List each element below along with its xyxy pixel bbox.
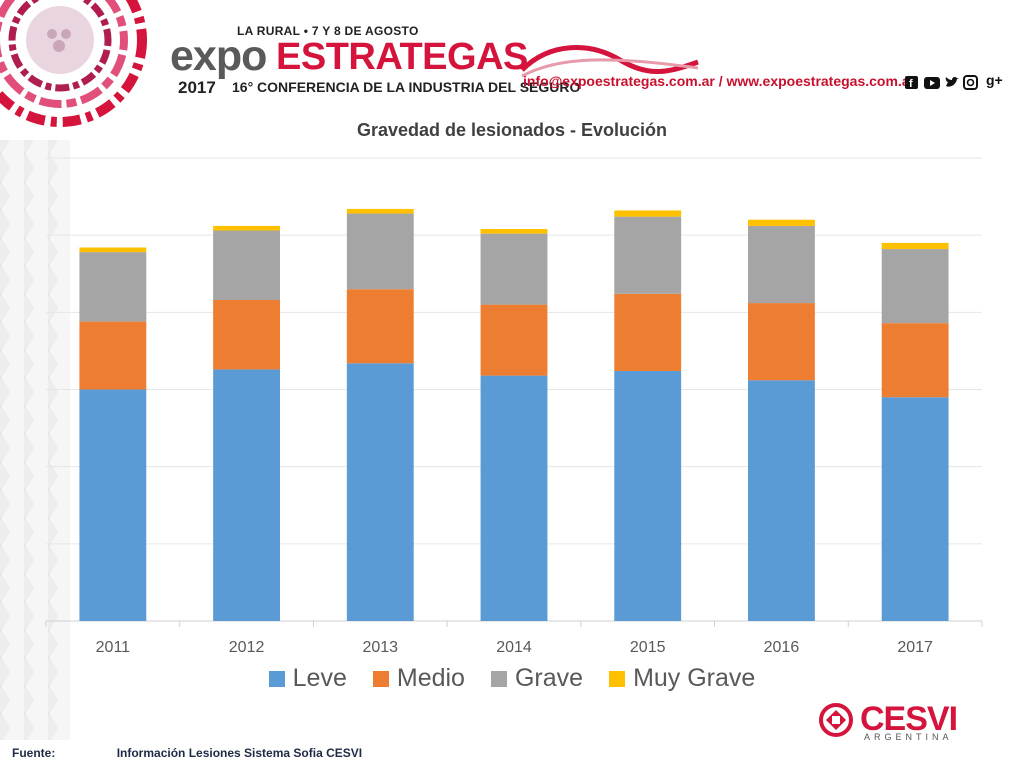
source-label: Fuente: xyxy=(12,746,56,760)
x-tick-label: 2015 xyxy=(630,639,666,656)
bar-grave-2013 xyxy=(346,213,414,290)
chart-legend: Leve Medio Grave Muy Grave xyxy=(0,664,1024,693)
bar-muy-grave-2016 xyxy=(748,219,815,226)
bar-muy-grave-2017 xyxy=(881,242,949,250)
conference-title: 16° CONFERENCIA DE LA INDUSTRIA DEL SEGU… xyxy=(232,79,581,95)
bar-muy-grave-2012 xyxy=(213,225,280,231)
bar-muy-grave-2011 xyxy=(79,247,147,253)
cesvi-emblem-icon xyxy=(819,703,853,737)
legend-label-medio: Medio xyxy=(396,664,465,692)
legend-item-grave: Grave xyxy=(490,664,584,693)
legend-item-medio: Medio xyxy=(372,664,465,693)
bar-medio-2011 xyxy=(79,321,147,390)
cesvi-name: CESVI xyxy=(860,700,958,738)
legend-item-muy-grave: Muy Grave xyxy=(609,664,755,693)
bar-leve-2014 xyxy=(480,375,548,621)
bar-muy-grave-2014 xyxy=(480,228,548,234)
twitter-icon xyxy=(945,76,959,87)
legend-swatch-leve xyxy=(268,670,285,687)
event-year: 2017 xyxy=(178,78,216,97)
header-banner: LA RURAL • 7 Y 8 DE AGOSTO expo ESTRATEG… xyxy=(0,0,1024,127)
bar-leve-2016 xyxy=(748,380,815,621)
legend-label-muy-grave: Muy Grave xyxy=(633,664,756,692)
contact-info-link[interactable]: info@expoestrategas.com.ar / www.expoest… xyxy=(523,73,916,89)
bar-medio-2012 xyxy=(213,299,280,370)
x-tick-label: 2013 xyxy=(362,639,398,656)
bar-leve-2013 xyxy=(346,363,414,621)
bar-grave-2014 xyxy=(480,233,548,305)
x-tick-label: 2017 xyxy=(897,639,933,656)
brand-expo-text: expo xyxy=(170,32,267,80)
bar-grave-2017 xyxy=(881,249,949,324)
instagram-icon xyxy=(963,75,978,90)
bar-leve-2011 xyxy=(79,389,147,621)
google-plus-icon[interactable]: g+ xyxy=(986,72,1003,88)
bar-medio-2013 xyxy=(346,289,414,364)
bar-leve-2012 xyxy=(213,369,280,621)
x-tick-label: 2014 xyxy=(496,639,532,656)
cesvi-logo: CESVI ARGENTINA xyxy=(818,700,983,744)
facebook-icon xyxy=(905,76,918,89)
x-tick-label: 2011 xyxy=(96,639,131,656)
social-icons-group: f xyxy=(905,75,978,90)
legend-item-leve: Leve xyxy=(268,664,347,693)
source-text: Información Lesiones Sistema Sofia CESVI xyxy=(116,746,363,760)
bar-leve-2017 xyxy=(881,397,949,621)
legend-swatch-muy-grave xyxy=(609,670,626,687)
legend-swatch-medio xyxy=(372,670,389,687)
source-footer: Fuente: Información Lesiones Sistema Sof… xyxy=(12,746,362,760)
svg-text:f: f xyxy=(909,78,913,90)
bar-leve-2015 xyxy=(614,370,682,621)
bar-muy-grave-2013 xyxy=(346,208,414,214)
cesvi-country: ARGENTINA xyxy=(864,732,953,742)
bar-grave-2012 xyxy=(213,230,280,300)
bar-grave-2011 xyxy=(79,252,147,322)
x-tick-label: 2016 xyxy=(764,639,800,656)
left-hexagon-texture xyxy=(0,140,70,740)
event-venue-date: LA RURAL • 7 Y 8 DE AGOSTO xyxy=(237,24,419,38)
bar-medio-2014 xyxy=(480,304,548,376)
expo-logo-circle-icon xyxy=(0,0,147,127)
bar-medio-2017 xyxy=(881,323,949,398)
bar-grave-2016 xyxy=(748,225,815,304)
legend-swatch-grave xyxy=(490,670,507,687)
chart-title: Gravedad de lesionados - Evolución xyxy=(356,120,668,140)
brand-estrategas-text: ESTRATEGAS xyxy=(276,36,528,78)
bar-medio-2016 xyxy=(748,303,815,381)
bar-muy-grave-2015 xyxy=(614,210,682,217)
bar-medio-2015 xyxy=(614,293,682,371)
x-tick-label: 2012 xyxy=(229,639,265,656)
red-wave-decoration-icon xyxy=(520,45,699,78)
legend-label-grave: Grave xyxy=(514,664,584,692)
bar-grave-2015 xyxy=(614,216,682,294)
legend-label-leve: Leve xyxy=(292,664,347,692)
